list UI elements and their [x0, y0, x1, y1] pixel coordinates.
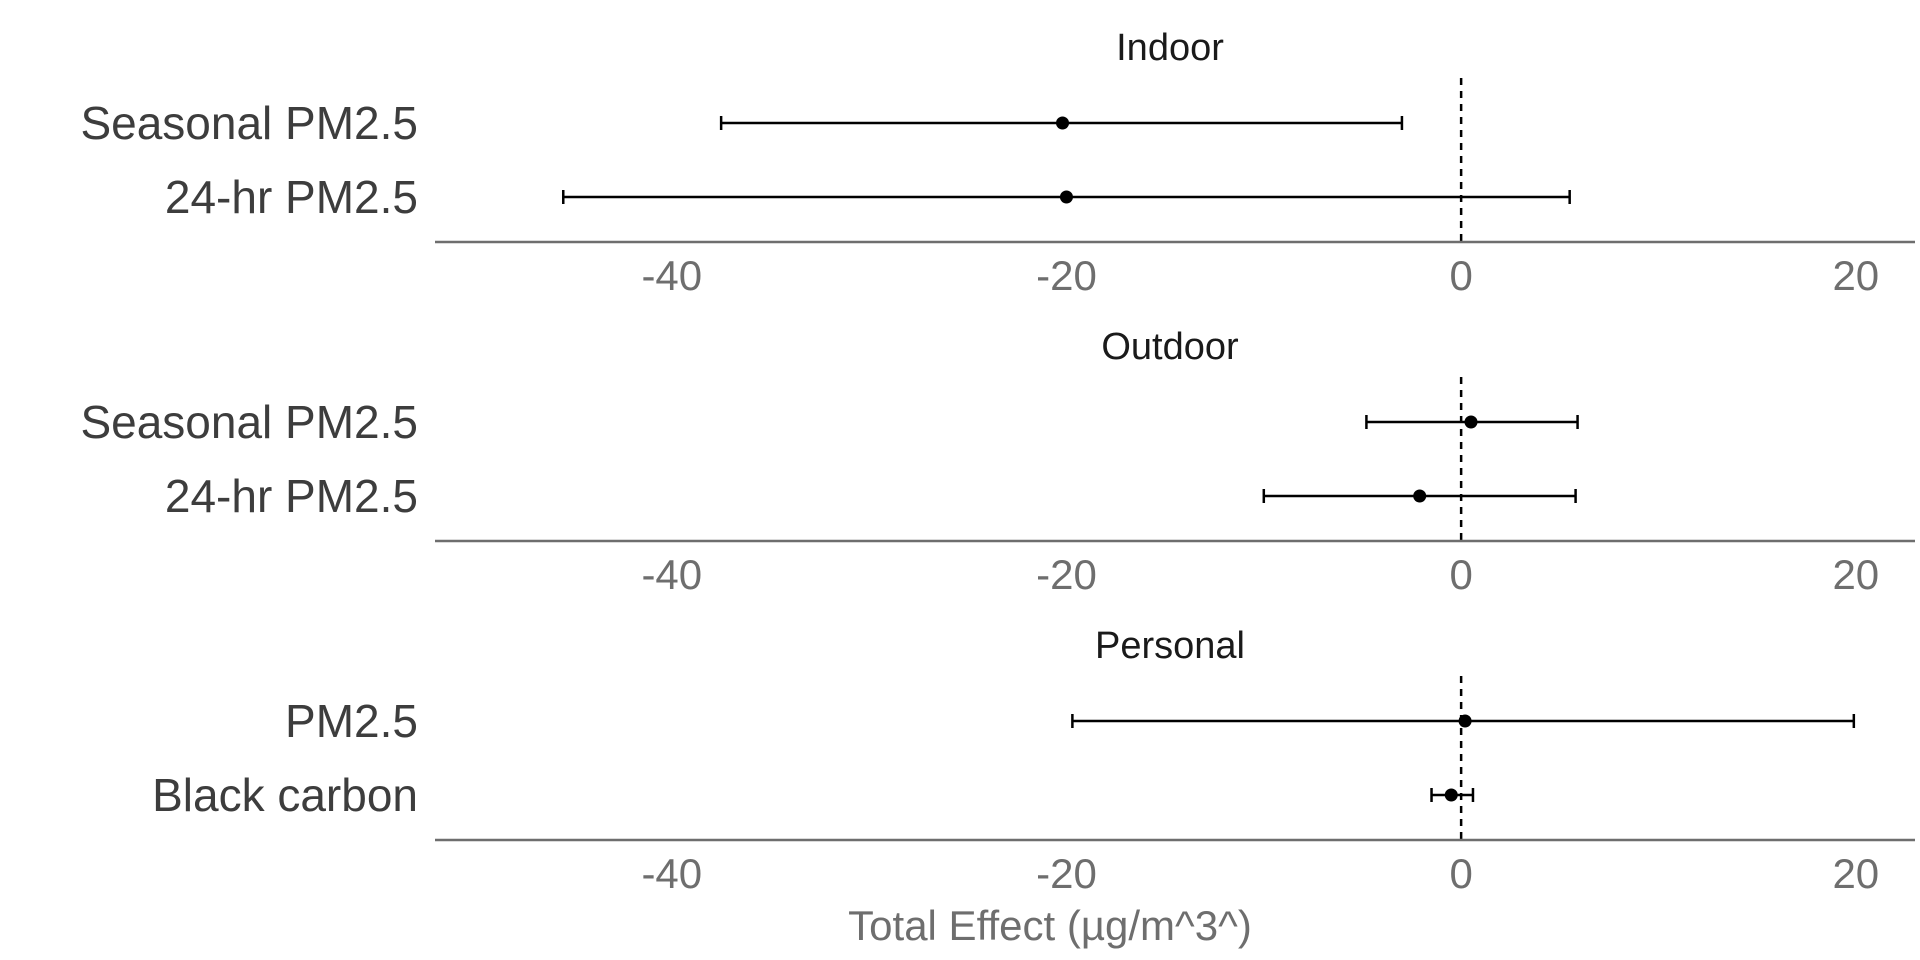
category-label: 24-hr PM2.5: [165, 171, 418, 223]
estimate-row: 24-hr PM2.5: [165, 171, 1571, 223]
estimate-row: PM2.5: [285, 695, 1856, 747]
point-estimate: [1059, 190, 1073, 204]
x-tick-label: -40: [641, 252, 702, 299]
x-tick-label: -20: [1036, 850, 1097, 897]
panel-title: Personal: [1095, 625, 1245, 667]
chart-panels: Indoor -40 -20 0 20 Seasonal PM2.5 24-hr PM2.5…: [80, 27, 1915, 897]
x-axis-title: Total Effect (µg/m^3^): [848, 902, 1252, 949]
panel-indoor: Indoor -40 -20 0 20 Seasonal PM2.5 24-hr PM2.5: [80, 27, 1915, 299]
x-tick-label: -40: [641, 850, 702, 897]
category-label: 24-hr PM2.5: [165, 470, 418, 522]
category-label: Seasonal PM2.5: [80, 97, 418, 149]
category-label: Black carbon: [152, 769, 418, 821]
panel-title: Indoor: [1116, 27, 1224, 69]
estimate-row: 24-hr PM2.5: [165, 470, 1577, 522]
estimate-row: Seasonal PM2.5: [80, 97, 1404, 149]
x-tick-label: 20: [1832, 551, 1879, 598]
point-estimate: [1056, 116, 1070, 130]
estimate-row: Black carbon: [152, 769, 1475, 821]
panel-title: Outdoor: [1101, 326, 1239, 368]
x-tick-label: 0: [1449, 551, 1472, 598]
x-tick-label: 20: [1832, 252, 1879, 299]
x-tick-label: -20: [1036, 551, 1097, 598]
panel-personal: Personal -40 -20 0 20 PM2.5 Black carbon: [152, 625, 1915, 897]
point-estimate: [1444, 788, 1458, 802]
panel-outdoor: Outdoor -40 -20 0 20 Seasonal PM2.5 24-hr PM2.…: [80, 326, 1915, 598]
category-label: PM2.5: [285, 695, 418, 747]
estimate-row: Seasonal PM2.5: [80, 396, 1579, 448]
category-label: Seasonal PM2.5: [80, 396, 418, 448]
point-estimate: [1413, 489, 1427, 503]
x-tick-label: 0: [1449, 850, 1472, 897]
x-tick-label: 0: [1449, 252, 1472, 299]
point-estimate: [1458, 714, 1472, 728]
x-tick-label: -20: [1036, 252, 1097, 299]
x-tick-label: -40: [641, 551, 702, 598]
x-tick-label: 20: [1832, 850, 1879, 897]
point-estimate: [1464, 415, 1478, 429]
